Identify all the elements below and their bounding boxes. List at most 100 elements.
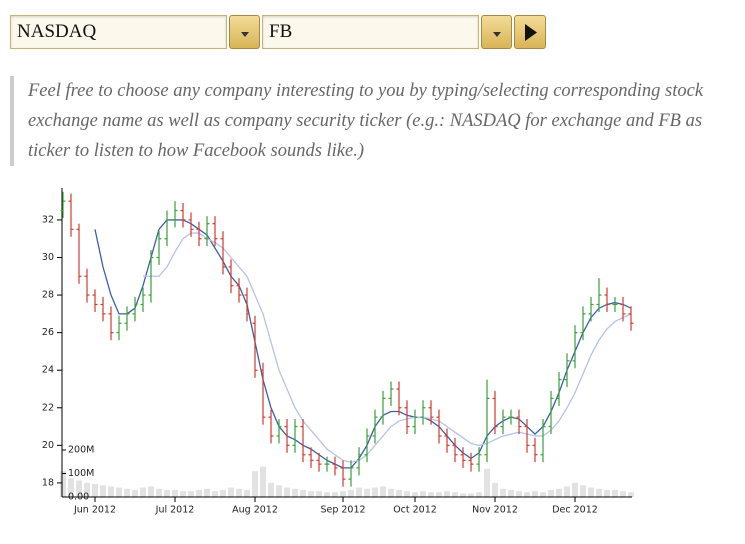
- volume-bar: [420, 491, 426, 497]
- x-tick-label: Aug 2012: [232, 505, 278, 516]
- ticker-dropdown[interactable]: [481, 15, 512, 49]
- volume-bar: [372, 487, 378, 497]
- volume-bar: [412, 492, 418, 497]
- volume-bar: [244, 489, 250, 497]
- volume-bar: [620, 491, 626, 497]
- moving-average-line: [143, 232, 632, 463]
- volume-bar: [268, 482, 274, 497]
- volume-bar: [356, 487, 362, 497]
- volume-bar: [116, 487, 122, 497]
- y-tick-label: 18: [42, 477, 54, 488]
- volume-bar: [572, 482, 578, 497]
- volume-bar: [164, 489, 170, 497]
- x-tick-label: Sep 2012: [320, 505, 365, 516]
- volume-bar: [108, 486, 114, 497]
- x-tick-label: Oct 2012: [393, 505, 437, 516]
- volume-bar: [60, 471, 66, 497]
- volume-bar: [148, 486, 154, 497]
- exchange-input[interactable]: NASDAQ: [10, 15, 227, 49]
- volume-bar: [364, 488, 370, 497]
- y2-tick-label: 200M: [68, 445, 94, 456]
- volume-bar: [492, 482, 498, 497]
- y-tick-label: 32: [42, 214, 54, 225]
- volume-bar: [388, 488, 394, 497]
- volume-bar: [580, 485, 586, 497]
- volume-bar: [460, 493, 466, 497]
- volume-bar: [540, 492, 546, 497]
- volume-bar: [452, 492, 458, 497]
- volume-bar: [612, 489, 618, 497]
- volume-bar: [316, 491, 322, 497]
- volume-bar: [124, 488, 130, 497]
- volume-bar: [204, 488, 210, 497]
- y-tick-label: 26: [42, 327, 54, 338]
- play-icon: [525, 24, 537, 41]
- volume-bar: [556, 488, 562, 497]
- y-tick-label: 30: [42, 252, 54, 263]
- volume-bar: [604, 489, 610, 497]
- volume-bar: [628, 492, 634, 497]
- volume-bar: [84, 482, 90, 497]
- note: Feel free to choose any company interest…: [10, 76, 735, 166]
- volume-bar: [340, 491, 346, 497]
- volume-bar: [332, 492, 338, 497]
- volume-bar: [516, 491, 522, 497]
- volume-bar: [68, 478, 74, 497]
- y-tick-label: 28: [42, 290, 54, 301]
- y-tick-label: 22: [42, 402, 54, 413]
- volume-bar: [548, 489, 554, 497]
- moving-average-line: [94, 219, 632, 469]
- volume-bar: [380, 486, 386, 497]
- volume-bar: [172, 489, 178, 497]
- volume-bar: [484, 468, 490, 497]
- volume-bar: [596, 488, 602, 497]
- volume-bar: [212, 491, 218, 497]
- x-tick-label: Jun 2012: [73, 505, 116, 516]
- volume-bar: [188, 491, 194, 497]
- volume-bar: [524, 492, 530, 497]
- volume-bar: [444, 491, 450, 497]
- volume-bar: [140, 487, 146, 497]
- volume-bar: [476, 492, 482, 497]
- volume-bar: [276, 485, 282, 497]
- volume-bar: [428, 492, 434, 497]
- volume-bar: [468, 493, 474, 497]
- volume-bar: [196, 489, 202, 497]
- volume-bar: [404, 491, 410, 497]
- y-tick-label: 24: [42, 365, 54, 376]
- volume-bar: [284, 487, 290, 497]
- x-tick-label: Nov 2012: [472, 505, 518, 516]
- exchange-dropdown[interactable]: [229, 15, 260, 49]
- volume-bar: [292, 488, 298, 497]
- volume-bar: [564, 486, 570, 497]
- volume-bar: [436, 492, 442, 497]
- volume-bar: [300, 489, 306, 497]
- volume-bar: [508, 489, 514, 497]
- x-tick-label: Dec 2012: [552, 505, 598, 516]
- y2-tick-label: 100M: [68, 468, 94, 479]
- y-tick-label: 20: [42, 440, 54, 451]
- volume-bar: [396, 489, 402, 497]
- volume-bar: [324, 492, 330, 497]
- x-tick-label: Jul 2012: [155, 505, 195, 516]
- volume-bar: [132, 489, 138, 497]
- volume-bar: [220, 489, 226, 497]
- volume-bar: [236, 488, 242, 497]
- dropdown-icon: [241, 32, 249, 37]
- volume-bar: [588, 487, 594, 497]
- volume-bar: [532, 491, 538, 497]
- play-button[interactable]: [514, 15, 546, 49]
- y2-tick-label: 0.00: [68, 492, 89, 503]
- volume-bar: [500, 488, 506, 497]
- volume-bar: [180, 491, 186, 497]
- volume-bar: [76, 480, 82, 497]
- volume-bar: [252, 471, 258, 497]
- dropdown-icon: [493, 32, 501, 37]
- volume-bar: [156, 488, 162, 497]
- volume-bar: [260, 466, 266, 497]
- volume-bar: [308, 491, 314, 497]
- ticker-input[interactable]: FB: [262, 15, 479, 49]
- volume-bar: [348, 489, 354, 497]
- volume-bar: [92, 484, 98, 497]
- volume-bar: [100, 485, 106, 497]
